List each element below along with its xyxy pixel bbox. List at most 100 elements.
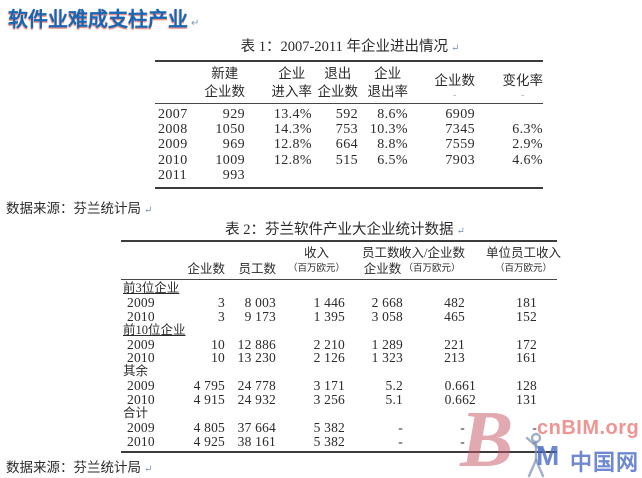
header-cell: 企业数: [187, 245, 225, 279]
row-value: 929: [222, 107, 245, 122]
header-line: 进入率: [271, 84, 313, 99]
row-value: 2 210: [313, 336, 345, 352]
row-value: 4 915: [193, 392, 225, 408]
header-cell: 退出 企业数: [318, 65, 359, 103]
group-label: 前10位企业: [123, 322, 186, 337]
header-cell: 新建 企业数: [205, 65, 246, 103]
row-value: 1050: [215, 122, 245, 138]
row-year: 2009: [127, 378, 155, 394]
row-value: 3: [218, 294, 225, 310]
table1-caption: 表 1：2007-2011 年企业进出情况 ↵: [240, 39, 460, 55]
table-enterprise-entry-exit: 新建 企业数 企业 进入率 退出 企业数 企业 退出率 企业数 - 变化率 - 2007 929 13.4…: [155, 60, 543, 189]
row-year: 2009: [127, 294, 155, 310]
header-line: 变化率: [502, 73, 544, 88]
row-year: 2010: [127, 350, 155, 366]
row-value: 10.3%: [369, 122, 408, 138]
table2-header-row: 企业数 员工数 收入 （百万欧元） 员工数/企业数 收入/企业数 （百万欧元） 单位员工收入（…: [121, 242, 561, 280]
row-value: 3: [218, 308, 225, 324]
row-value: 8.8%: [377, 137, 408, 153]
row-value: 181: [516, 294, 537, 310]
row-value: 12 886: [237, 336, 276, 352]
row-value: 4 925: [193, 433, 225, 449]
row-value: 161: [516, 350, 537, 366]
row-value: 4 805: [193, 419, 225, 435]
header-line: （百万欧元）: [494, 264, 552, 274]
row-value: -: [398, 419, 403, 435]
row-value: 38 161: [237, 433, 276, 449]
row-value: 5 382: [313, 419, 345, 435]
row-year: 2008: [158, 122, 188, 138]
person-icon: [525, 432, 547, 478]
header-line: 企业数: [317, 84, 359, 99]
return-mark-icon: ↵: [144, 464, 153, 475]
row-value: 1 289: [371, 336, 403, 352]
return-mark-icon: ↵: [191, 18, 200, 29]
header-line: 企业: [278, 66, 306, 81]
row-year: 2011: [158, 167, 188, 183]
row-year: 2010: [127, 392, 155, 408]
row-value: 152: [516, 308, 537, 324]
row-value: 7903: [445, 152, 475, 168]
row-value: 7559: [445, 137, 475, 153]
header-line: 新建: [211, 66, 239, 81]
header-cell: 企业 进入率: [272, 65, 313, 103]
watermark-cn-text: 中国网: [570, 450, 640, 475]
row-value: 482: [444, 294, 465, 310]
row-value: 0.662: [444, 392, 476, 408]
table-row: 2010 1009 12.8% 515 6.5% 7903 4.6%: [155, 153, 543, 168]
table-row: 2009 969 12.8% 664 8.8% 7559 2.9%: [155, 137, 543, 152]
table1-header-row: 新建 企业数 企业 进入率 退出 企业数 企业 退出率 企业数 - 变化率 -: [155, 62, 543, 104]
row-value: 8 003: [244, 294, 276, 310]
header-cell: 收入/企业数 （百万欧元）: [399, 245, 465, 279]
table-row: 2011 993: [155, 168, 543, 183]
table1-source-note: 数据来源：芬兰统计局 ↵: [6, 201, 153, 216]
header-cell: 企业 退出率: [368, 65, 409, 103]
row-value: 37 664: [237, 419, 276, 435]
row-year: 2010: [127, 308, 155, 324]
row-year: 2009: [127, 419, 155, 435]
table-row: 2010 10 13 230 2 126 1 323 213 161: [121, 351, 557, 365]
row-value: 3 171: [313, 378, 345, 394]
header-line: 企业数: [363, 262, 402, 276]
table-row: 2009 3 8 003 1 446 2 668 482 181: [121, 294, 557, 310]
header-cell: 员工数: [238, 245, 276, 279]
row-value: 13 230: [237, 350, 276, 366]
row-value: -: [460, 419, 465, 435]
table-large-enterprise-stats: 企业数 员工数 收入 （百万欧元） 员工数/企业数 收入/企业数 （百万欧元） 单位员工收入（…: [121, 240, 561, 453]
group-row: 合计: [121, 406, 557, 421]
row-value: 10: [211, 336, 225, 352]
header-cell: 变化率 -: [503, 65, 544, 103]
row-value: 7345: [445, 122, 475, 138]
table-row: 2009 10 12 886 2 210 1 289 221 172: [121, 336, 557, 352]
table1-body: 2007 929 13.4% 592 8.6% 6909 2008 1050 14.3% 753 1…: [155, 104, 543, 187]
table-row: 2008 1050 14.3% 753 10.3% 7345 6.3%: [155, 122, 543, 137]
row-value: 592: [335, 107, 358, 122]
row-value: 6909: [445, 107, 475, 122]
row-year: 2009: [127, 336, 155, 352]
row-value: 5.1: [385, 392, 403, 408]
row-value: 6.3%: [512, 122, 543, 138]
row-value: 13.4%: [273, 107, 312, 122]
row-value: 1 323: [371, 350, 403, 366]
row-value: -: [398, 433, 403, 449]
row-value: 221: [444, 336, 465, 352]
watermark-site-text: cnBIM.org: [537, 417, 640, 439]
header-line: 退出率: [367, 84, 409, 99]
row-value: 6.5%: [377, 152, 408, 168]
row-value: 213: [444, 350, 465, 366]
table-row: 2010 4 915 24 932 3 256 5.1 0.662 131: [121, 393, 557, 407]
row-value: 753: [335, 122, 358, 138]
row-value: 3 058: [371, 308, 403, 324]
group-label: 其余: [123, 364, 149, 379]
page-title-text: 软件业难成支柱产业: [8, 9, 188, 31]
row-value: 515: [335, 152, 358, 168]
row-year: 2009: [158, 137, 188, 153]
header-line: 单位员工收入: [485, 246, 561, 260]
row-value: 0.661: [444, 378, 476, 394]
table2-body: 前3位企业 2009 3 8 003 1 446 2 668 482 181 2010 3 9 17…: [121, 280, 557, 451]
row-value: 969: [222, 137, 245, 153]
row-value: 4 795: [193, 378, 225, 394]
header-line: 收入/企业数: [399, 246, 465, 260]
group-label: 前3位企业: [123, 281, 180, 295]
row-value: 465: [444, 308, 465, 324]
